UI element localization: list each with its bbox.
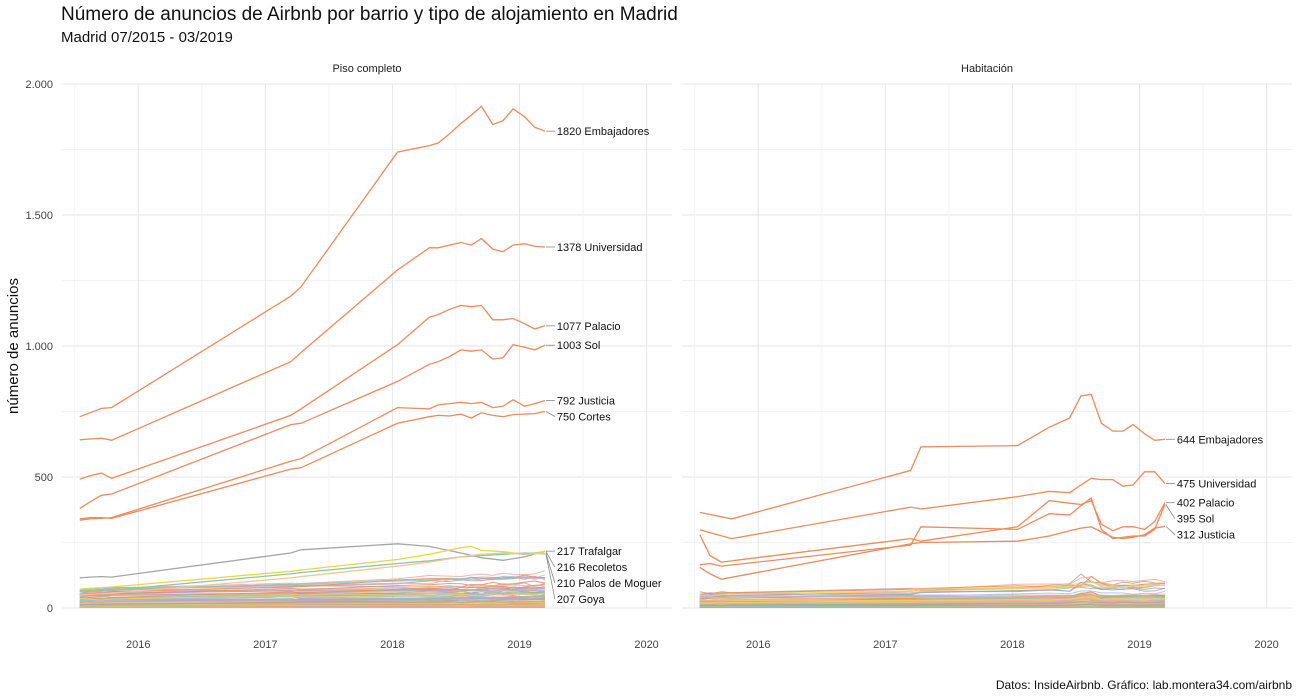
background-series-line xyxy=(79,584,545,598)
series-end-label: 312 Justicia xyxy=(1177,530,1236,542)
x-tick-label: 2020 xyxy=(634,639,658,651)
y-tick-label: 500 xyxy=(35,472,53,484)
y-axis-label: número de anuncios xyxy=(5,278,22,414)
y-tick-label: 2.000 xyxy=(25,79,53,91)
x-tick-label: 2016 xyxy=(126,639,150,651)
label-leader-line xyxy=(1165,525,1176,535)
series-line-justicia xyxy=(699,525,1166,580)
label-leader-line xyxy=(545,553,556,600)
series-line-cortes xyxy=(79,410,546,520)
label-leader-line xyxy=(545,552,556,584)
x-tick-label: 2018 xyxy=(380,639,404,651)
series-line-embajadores xyxy=(79,105,546,418)
background-series-line xyxy=(699,603,1165,607)
series-line-palos-de-moguer xyxy=(79,552,545,596)
series-end-label: 216 Recoletos xyxy=(557,562,628,574)
x-tick-label: 2020 xyxy=(1254,639,1278,651)
series-line-justicia xyxy=(79,398,546,521)
series-end-label: 210 Palos de Moguer xyxy=(557,578,662,590)
background-series-line xyxy=(79,606,545,609)
background-series-line xyxy=(79,600,545,606)
series-line-goya xyxy=(79,552,545,593)
panel-title: Habitación xyxy=(961,63,1013,75)
series-line-trafalgar xyxy=(79,543,546,579)
background-series-line xyxy=(79,582,546,592)
label-leader-line xyxy=(1165,504,1176,519)
y-tick-label: 0 xyxy=(47,603,53,615)
chart-subtitle: Madrid 07/2015 - 03/2019 xyxy=(61,29,233,46)
series-end-label: 1003 Sol xyxy=(557,340,600,352)
background-series-line xyxy=(699,596,1165,604)
background-series-line xyxy=(699,581,1165,597)
label-leader-line xyxy=(545,551,556,568)
series-line-palacio xyxy=(699,499,1166,563)
background-series-line xyxy=(699,594,1165,604)
x-tick-label: 2017 xyxy=(253,639,277,651)
series-line-embajadores xyxy=(699,393,1165,520)
chart-caption: Datos: InsideAirbnb. Gráfico: lab.monter… xyxy=(995,678,1292,692)
series-end-label: 402 Palacio xyxy=(1177,498,1235,510)
y-tick-label: 1.000 xyxy=(25,341,53,353)
series-end-label: 644 Embajadores xyxy=(1177,434,1264,446)
series-line-universidad xyxy=(699,471,1166,540)
series-end-label: 1820 Embajadores xyxy=(557,126,650,138)
series-end-label: 1378 Universidad xyxy=(557,242,643,254)
x-tick-label: 2018 xyxy=(1000,639,1024,651)
x-tick-label: 2017 xyxy=(873,639,897,651)
background-series-line xyxy=(699,593,1165,601)
series-end-label: 207 Goya xyxy=(557,594,606,606)
series-end-label: 750 Cortes xyxy=(557,411,611,423)
background-series-line xyxy=(79,595,545,604)
series-line-palacio xyxy=(79,304,546,480)
series-end-label: 475 Universidad xyxy=(1177,479,1257,491)
background-series-line xyxy=(79,587,545,598)
series-line-sol xyxy=(79,343,546,509)
series-line-universidad xyxy=(79,237,545,441)
x-tick-label: 2019 xyxy=(507,639,531,651)
x-tick-label: 2016 xyxy=(746,639,770,651)
panel-title: Piso completo xyxy=(332,63,401,75)
series-end-label: 1077 Palacio xyxy=(557,321,621,333)
chart-title: Número de anuncios de Airbnb por barrio … xyxy=(61,4,678,25)
x-tick-label: 2019 xyxy=(1127,639,1151,651)
label-leader-line xyxy=(545,411,556,417)
background-series-line xyxy=(699,576,1166,597)
series-end-label: 395 Sol xyxy=(1177,514,1214,526)
background-series-line xyxy=(79,584,545,600)
series-line-recoletos xyxy=(79,545,545,590)
y-tick-label: 1.500 xyxy=(25,210,53,222)
background-series-line xyxy=(79,580,545,596)
background-series-line xyxy=(79,604,545,607)
background-series-line xyxy=(79,593,545,601)
series-end-label: 217 Trafalgar xyxy=(557,546,622,558)
series-end-label: 792 Justicia xyxy=(557,395,616,407)
background-series-line xyxy=(699,590,1166,599)
background-series-line xyxy=(699,603,1165,607)
